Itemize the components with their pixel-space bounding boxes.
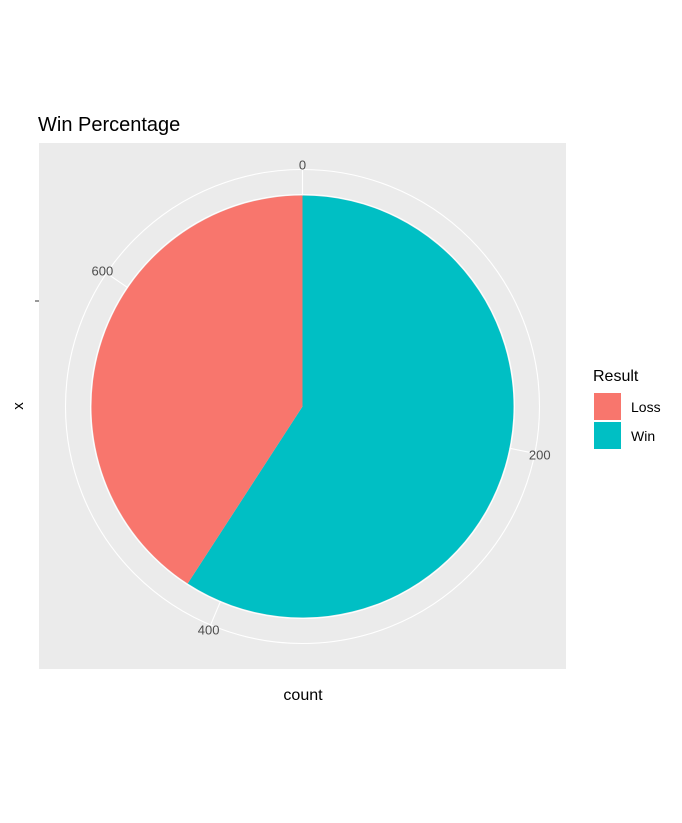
tick-label-0: 0 (299, 158, 306, 173)
tick-label-400: 400 (198, 623, 220, 638)
theta-tick-labels: 0 200 400 600 (92, 158, 551, 638)
x-axis-label: count (283, 687, 323, 704)
pie-slices (91, 195, 514, 618)
tick-label-200: 200 (529, 447, 551, 462)
legend: Result Loss Win (593, 368, 661, 449)
chart-title: Win Percentage (38, 114, 180, 136)
y-axis-label: x (10, 402, 27, 410)
legend-title: Result (593, 368, 639, 385)
legend-label-loss: Loss (631, 399, 661, 415)
slice-loss (91, 195, 303, 584)
legend-key-win (594, 422, 621, 449)
tick-label-600: 600 (92, 263, 114, 278)
legend-label-win: Win (631, 428, 655, 444)
slice-win (187, 195, 514, 618)
legend-key-loss (594, 393, 621, 420)
